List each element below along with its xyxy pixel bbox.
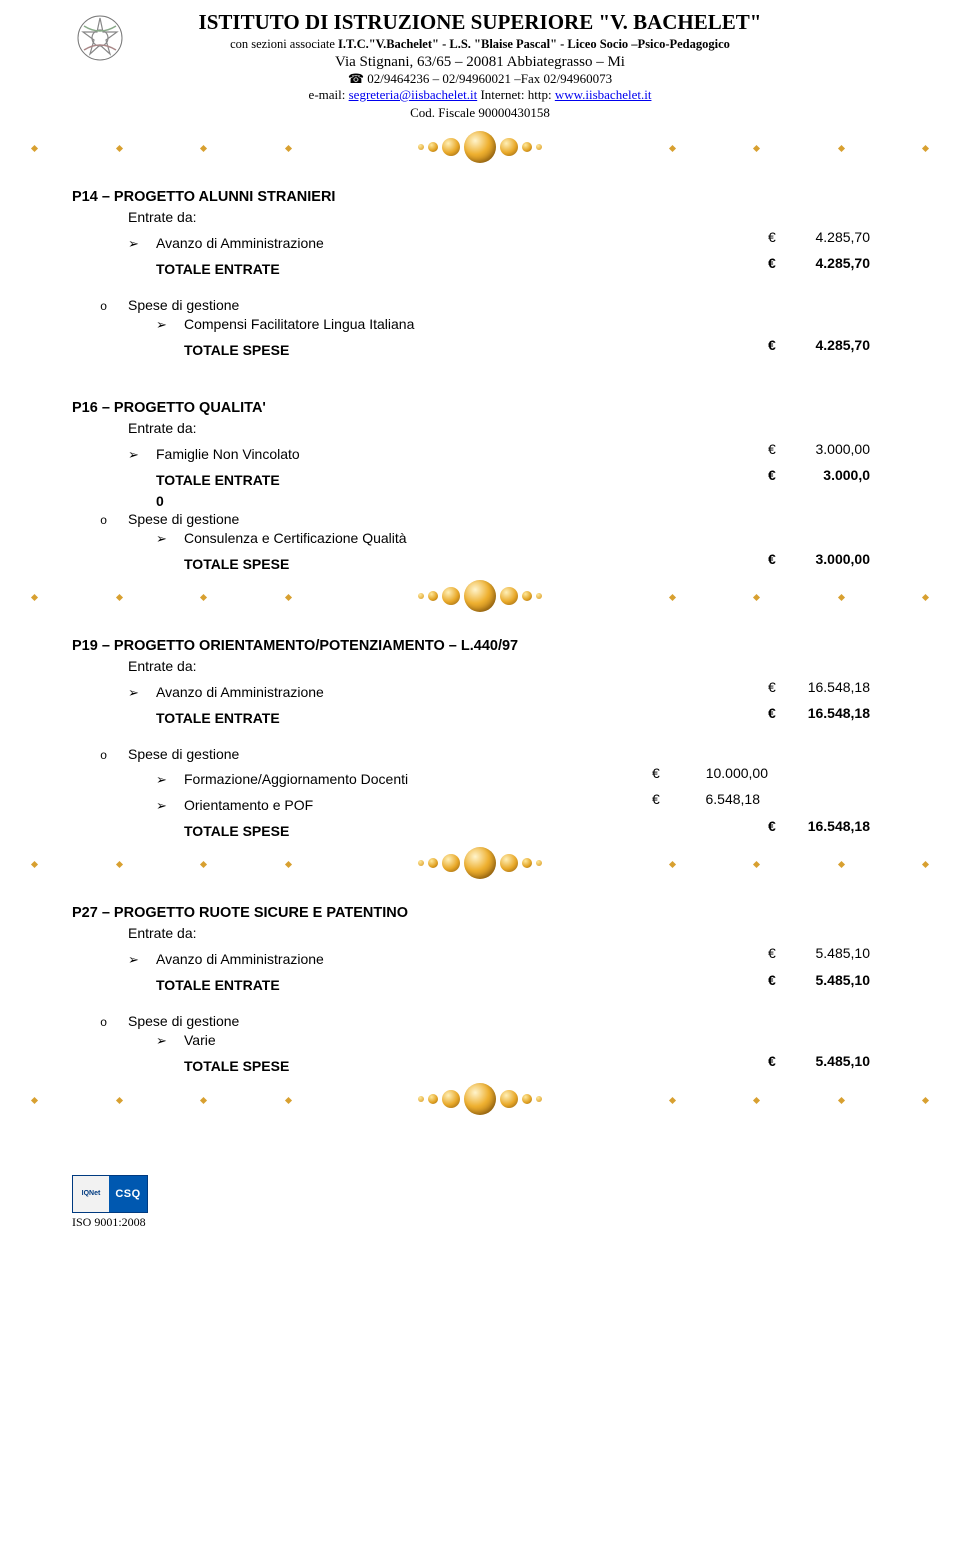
entrate-label: Entrate da: [128,418,888,438]
section-title: P19 – PROGETTO ORIENTAMENTO/POTENZIAMENT… [72,638,888,654]
section-p16: P16 – PROGETTO QUALITA' Entrate da: ➢ Fa… [72,400,888,574]
bullet-icon: ➢ [128,951,156,970]
amount: 4.285,70 [816,253,871,273]
section-p19: P19 – PROGETTO ORIENTAMENTO/POTENZIAMENT… [72,638,888,841]
section-p27: P27 – PROGETTO RUOTE SICURE E PATENTINO … [72,905,888,1076]
section-title: P16 – PROGETTO QUALITA' [72,400,888,416]
separator-orbs-icon [72,1083,888,1115]
list-marker-o: o [100,514,128,528]
bullet-icon: ➢ [156,797,184,816]
amount: 4.285,70 [816,227,871,247]
spese-item: Compensi Facilitatore Lingua Italiana [184,314,888,334]
amount: 16.548,18 [808,677,870,697]
amount: 16.548,18 [808,816,870,836]
telephone: ☎ 02/9464236 – 02/94960021 –Fax 02/94960… [72,71,888,87]
bullet-icon: ➢ [156,316,184,335]
section-title: P14 – PROGETTO ALUNNI STRANIERI [72,189,888,205]
entry-item: Avanzo di Amministrazione [156,682,768,702]
letterhead: ISTITUTO DI ISTRUZIONE SUPERIORE "V. BAC… [72,10,888,121]
section-title: P27 – PROGETTO RUOTE SICURE E PATENTINO [72,905,888,921]
total-entrate-continuation: 0 [156,491,888,511]
address: Via Stignani, 63/65 – 20081 Abbiategrass… [72,54,888,71]
spese-item: Consulenza e Certificazione Qualità [184,528,888,548]
list-marker-o: o [100,749,128,763]
total-entrate: TOTALE ENTRATE [156,975,768,995]
spese-label: Spese di gestione [128,746,239,762]
entrate-label: Entrate da: [128,656,888,676]
entry-item: Avanzo di Amministrazione [156,949,768,969]
amount: 5.485,10 [816,1051,871,1071]
separator-orbs-icon [72,580,888,612]
total-entrate: TOTALE ENTRATE [156,259,768,279]
total-spese: TOTALE SPESE [184,821,768,841]
bullet-icon: ➢ [156,771,184,790]
entrate-label: Entrate da: [128,923,888,943]
email-link[interactable]: segreteria@iisbachelet.it [349,87,478,102]
total-spese: TOTALE SPESE [184,554,768,574]
footer: IQNet CSQ ISO 9001:2008 [72,1175,888,1230]
bullet-icon: ➢ [156,1032,184,1051]
amount: 3.000,00 [816,439,871,459]
italy-emblem-icon [72,10,128,66]
spese-item: Orientamento e POF [184,795,648,815]
spese-item: Formazione/Aggiornamento Docenti [184,769,648,789]
spese-item: Varie [184,1030,888,1050]
amount: 6.548,18 [706,789,769,809]
total-spese: TOTALE SPESE [184,1056,768,1076]
spese-label: Spese di gestione [128,1013,239,1029]
bullet-icon: ➢ [128,684,156,703]
amount: 4.285,70 [816,335,871,355]
fiscal-code: Cod. Fiscale 90000430158 [72,105,888,121]
total-entrate: TOTALE ENTRATE [156,470,768,490]
institute-subtitle: con sezioni associate I.T.C."V.Bachelet"… [72,37,888,52]
amount: 10.000,00 [706,763,768,783]
amount: 5.485,10 [816,943,871,963]
entrate-label: Entrate da: [128,207,888,227]
contact-line: e-mail: segreteria@iisbachelet.it Intern… [72,87,888,103]
entry-item: Famiglie Non Vincolato [156,444,768,464]
total-spese: TOTALE SPESE [184,340,768,360]
institute-title: ISTITUTO DI ISTRUZIONE SUPERIORE "V. BAC… [72,10,888,35]
list-marker-o: o [100,1016,128,1030]
section-p14: P14 – PROGETTO ALUNNI STRANIERI Entrate … [72,189,888,360]
separator-orbs-icon [72,131,888,163]
amount: 5.485,10 [816,970,871,990]
amount: 3.000,00 [816,549,871,569]
total-entrate: TOTALE ENTRATE [156,708,768,728]
spese-label: Spese di gestione [128,297,239,313]
entry-item: Avanzo di Amministrazione [156,233,768,253]
bullet-icon: ➢ [128,446,156,465]
bullet-icon: ➢ [128,235,156,254]
bullet-icon: ➢ [156,530,184,549]
spese-label: Spese di gestione [128,511,239,527]
separator-orbs-icon [72,847,888,879]
list-marker-o: o [100,300,128,314]
website-link[interactable]: www.iisbachelet.it [555,87,652,102]
amount: 3.000,0 [823,465,870,485]
amount: 16.548,18 [808,703,870,723]
iso-label: ISO 9001:2008 [72,1215,146,1230]
certification-logo-icon: IQNet CSQ [72,1175,148,1213]
